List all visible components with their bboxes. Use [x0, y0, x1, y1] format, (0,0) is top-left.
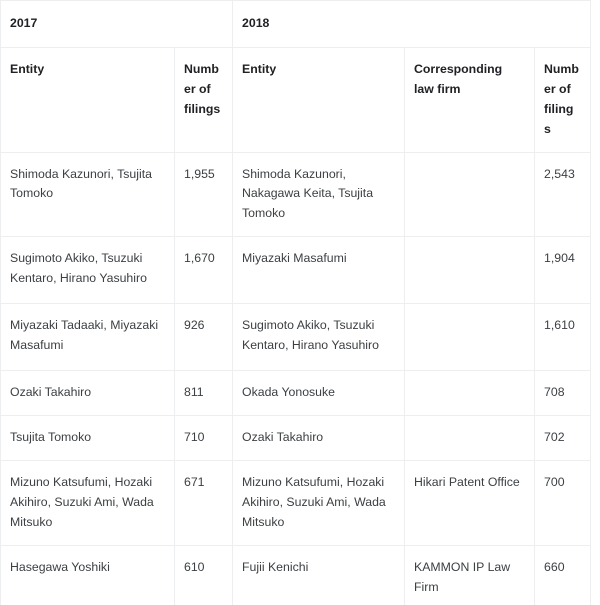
table-row: Shimoda Kazunori, Tsujita Tomoko 1,955 S… — [0, 152, 592, 238]
table-row: Ozaki Takahiro 811 Okada Yonosuke 708 — [0, 370, 592, 417]
cell-entity-2018: Mizuno Katsufumi, Hozaki Akihiro, Suzuki… — [232, 460, 406, 547]
cell-filings-2018: 700 — [534, 460, 592, 547]
cell-law-firm-2018 — [404, 415, 536, 462]
year-header-row: 2017 2018 — [0, 0, 592, 48]
table-row: Sugimoto Akiko, Tsuzuki Kentaro, Hirano … — [0, 236, 592, 305]
cell-entity-2017: Tsujita Tomoko — [0, 415, 175, 462]
cell-entity-2017: Ozaki Takahiro — [0, 370, 175, 417]
column-header-filings-2017: Number of filings — [174, 47, 234, 153]
table-head: 2017 2018 Entity Number of filings Entit… — [0, 0, 592, 153]
cell-filings-2018: 1,610 — [534, 303, 592, 372]
cell-entity-2018: Ozaki Takahiro — [232, 415, 406, 462]
cell-entity-2018: Okada Yonosuke — [232, 370, 406, 417]
cell-entity-2018: Fujii Kenichi — [232, 545, 406, 605]
column-header-filings-2018: Number of filings — [534, 47, 592, 153]
table-row: Mizuno Katsufumi, Hozaki Akihiro, Suzuki… — [0, 460, 592, 547]
column-header-entity-2017: Entity — [0, 47, 175, 153]
year-header-2017: 2017 — [0, 0, 234, 48]
cell-law-firm-2018 — [404, 236, 536, 305]
column-header-entity-2018: Entity — [232, 47, 406, 153]
cell-filings-2017: 671 — [174, 460, 234, 547]
table-row: Tsujita Tomoko 710 Ozaki Takahiro 702 — [0, 415, 592, 462]
cell-filings-2018: 660 — [534, 545, 592, 605]
cell-entity-2018: Sugimoto Akiko, Tsuzuki Kentaro, Hirano … — [232, 303, 406, 372]
cell-entity-2017: Miyazaki Tadaaki, Miyazaki Masafumi — [0, 303, 175, 372]
cell-law-firm-2018: Hikari Patent Office — [404, 460, 536, 547]
cell-filings-2017: 610 — [174, 545, 234, 605]
cell-filings-2017: 926 — [174, 303, 234, 372]
column-header-law-firm-2018: Corresponding law firm — [404, 47, 536, 153]
cell-filings-2017: 710 — [174, 415, 234, 462]
cell-filings-2017: 811 — [174, 370, 234, 417]
cell-filings-2017: 1,955 — [174, 152, 234, 238]
cell-entity-2018: Shimoda Kazunori, Nakagawa Keita, Tsujit… — [232, 152, 406, 238]
cell-entity-2017: Sugimoto Akiko, Tsuzuki Kentaro, Hirano … — [0, 236, 175, 305]
table-row: Miyazaki Tadaaki, Miyazaki Masafumi 926 … — [0, 303, 592, 372]
cell-entity-2017: Shimoda Kazunori, Tsujita Tomoko — [0, 152, 175, 238]
cell-entity-2017: Hasegawa Yoshiki — [0, 545, 175, 605]
cell-law-firm-2018 — [404, 370, 536, 417]
column-header-row: Entity Number of filings Entity Correspo… — [0, 47, 592, 153]
cell-filings-2018: 708 — [534, 370, 592, 417]
cell-entity-2018: Miyazaki Masafumi — [232, 236, 406, 305]
cell-filings-2018: 2,543 — [534, 152, 592, 238]
year-header-2018: 2018 — [232, 0, 592, 48]
cell-law-firm-2018 — [404, 152, 536, 238]
cell-entity-2017: Mizuno Katsufumi, Hozaki Akihiro, Suzuki… — [0, 460, 175, 547]
table-body: Shimoda Kazunori, Tsujita Tomoko 1,955 S… — [0, 152, 592, 605]
table-row: Hasegawa Yoshiki 610 Fujii Kenichi KAMMO… — [0, 545, 592, 605]
cell-filings-2018: 702 — [534, 415, 592, 462]
cell-law-firm-2018 — [404, 303, 536, 372]
cell-law-firm-2018: KAMMON IP Law Firm — [404, 545, 536, 605]
cell-filings-2017: 1,670 — [174, 236, 234, 305]
cell-filings-2018: 1,904 — [534, 236, 592, 305]
